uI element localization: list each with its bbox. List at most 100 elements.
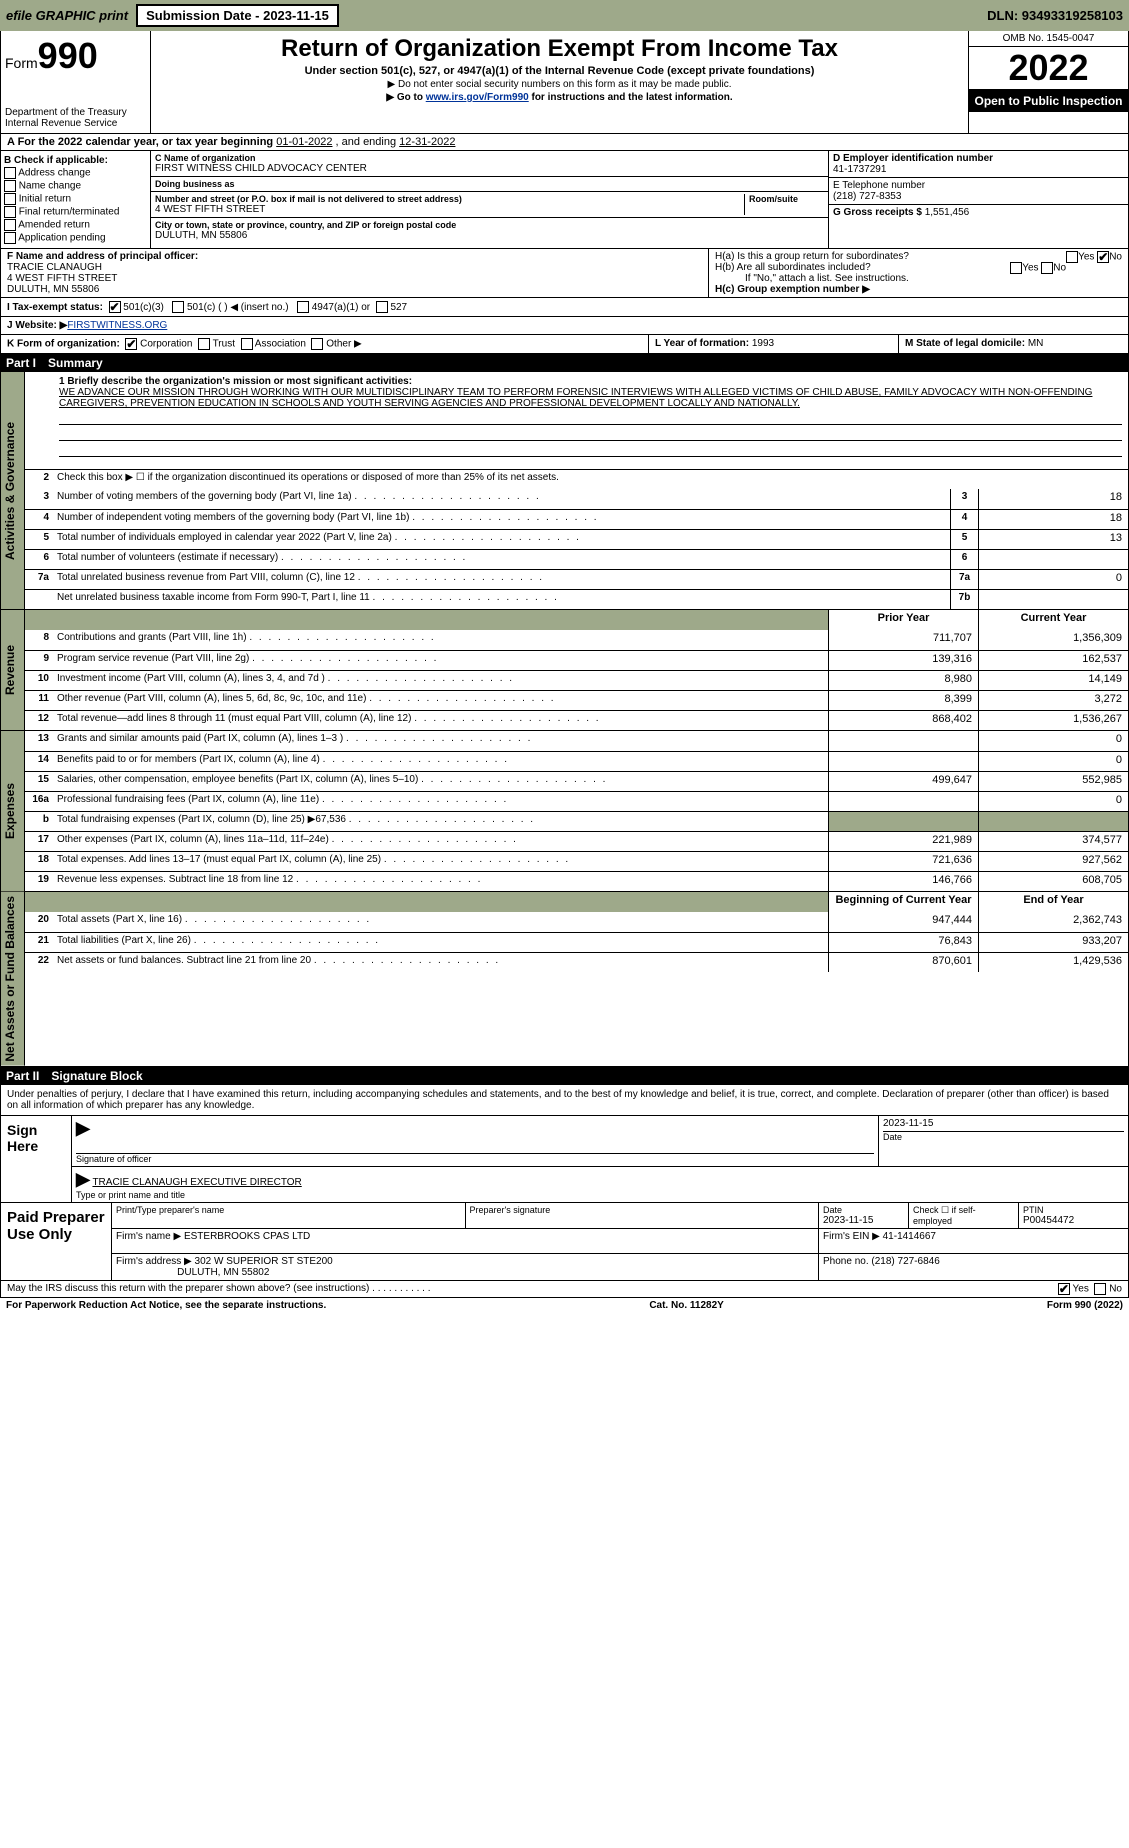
row-a-tax-year: A For the 2022 calendar year, or tax yea… <box>0 134 1129 151</box>
page-footer: For Paperwork Reduction Act Notice, see … <box>0 1298 1129 1313</box>
form-subtitle: Under section 501(c), 527, or 4947(a)(1)… <box>159 65 960 77</box>
discuss-no[interactable] <box>1094 1283 1106 1295</box>
efile-label: efile GRAPHIC print <box>6 8 128 23</box>
website-link[interactable]: FIRSTWITNESS.ORG <box>67 320 167 331</box>
table-row: 5Total number of individuals employed in… <box>25 529 1128 549</box>
header-mid: Return of Organization Exempt From Incom… <box>151 31 968 133</box>
table-row: 7aTotal unrelated business revenue from … <box>25 569 1128 589</box>
ha-no[interactable] <box>1097 251 1109 263</box>
form-header: Form990 Department of the Treasury Inter… <box>0 31 1129 134</box>
table-row: 3Number of voting members of the governi… <box>25 489 1128 509</box>
table-row: 19Revenue less expenses. Subtract line 1… <box>25 871 1128 891</box>
header-left: Form990 Department of the Treasury Inter… <box>1 31 151 133</box>
table-row: 4Number of independent voting members of… <box>25 509 1128 529</box>
signature-block: Under penalties of perjury, I declare th… <box>0 1085 1129 1203</box>
col-b-checkboxes: B Check if applicable: Address change Na… <box>1 151 151 248</box>
section-revenue: Revenue Prior Year Current Year 8Contrib… <box>0 610 1129 731</box>
sig-intro: Under penalties of perjury, I declare th… <box>1 1085 1128 1116</box>
form-note2: ▶ Go to www.irs.gov/Form990 for instruct… <box>159 92 960 103</box>
open-to-public: Open to Public Inspection <box>969 90 1128 112</box>
street: 4 WEST FIFTH STREET <box>155 204 744 215</box>
gross-receipts: 1,551,456 <box>925 207 970 218</box>
sign-here-label: Sign Here <box>1 1116 71 1202</box>
org-name: FIRST WITNESS CHILD ADVOCACY CENTER <box>155 163 824 174</box>
ha-yes[interactable] <box>1066 251 1078 263</box>
sidelabel-net: Net Assets or Fund Balances <box>1 892 25 1066</box>
tax-year: 2022 <box>969 47 1128 90</box>
dln-label: DLN: 93493319258103 <box>987 8 1123 23</box>
row-j-website: J Website: ▶ FIRSTWITNESS.ORG <box>0 317 1129 335</box>
table-row: 11Other revenue (Part VIII, column (A), … <box>25 690 1128 710</box>
chk-4947[interactable] <box>297 301 309 313</box>
chk-other[interactable] <box>311 338 323 350</box>
table-row: 10Investment income (Part VIII, column (… <box>25 670 1128 690</box>
table-row: Net unrelated business taxable income fr… <box>25 589 1128 609</box>
chk-501c[interactable] <box>172 301 184 313</box>
table-row: 8Contributions and grants (Part VIII, li… <box>25 630 1128 650</box>
table-row: bTotal fundraising expenses (Part IX, co… <box>25 811 1128 831</box>
header-right: OMB No. 1545-0047 2022 Open to Public In… <box>968 31 1128 133</box>
table-row: 22Net assets or fund balances. Subtract … <box>25 952 1128 972</box>
part1-header: Part I Summary <box>0 354 1129 372</box>
discuss-yes[interactable] <box>1058 1283 1070 1295</box>
col-de: D Employer identification number 41-1737… <box>828 151 1128 248</box>
chk-address-change[interactable] <box>4 167 16 179</box>
form-number: 990 <box>38 35 98 76</box>
state-domicile: MN <box>1028 338 1044 349</box>
chk-527[interactable] <box>376 301 388 313</box>
row-i-tax-status: I Tax-exempt status: 501(c)(3) 501(c) ( … <box>0 298 1129 317</box>
table-row: 15Salaries, other compensation, employee… <box>25 771 1128 791</box>
arrow-icon: ▶ <box>76 1118 90 1138</box>
city-state-zip: DULUTH, MN 55806 <box>155 230 824 241</box>
firm-phone: (218) 727-6846 <box>871 1256 939 1267</box>
org-info-block: B Check if applicable: Address change Na… <box>0 151 1129 249</box>
table-row: 17Other expenses (Part IX, column (A), l… <box>25 831 1128 851</box>
row-f-h: F Name and address of principal officer:… <box>0 249 1129 298</box>
firm-ein: 41-1414667 <box>883 1231 936 1242</box>
chk-name-change[interactable] <box>4 180 16 192</box>
section-expenses: Expenses 13Grants and similar amounts pa… <box>0 731 1129 892</box>
chk-application-pending[interactable] <box>4 232 16 244</box>
chk-501c3[interactable] <box>109 301 121 313</box>
principal-officer: F Name and address of principal officer:… <box>1 249 708 297</box>
table-row: 21Total liabilities (Part X, line 26) 76… <box>25 932 1128 952</box>
chk-assoc[interactable] <box>241 338 253 350</box>
paid-preparer-block: Paid Preparer Use Only Print/Type prepar… <box>0 1203 1129 1281</box>
irs-label: Internal Revenue Service <box>5 118 146 129</box>
mission-text: WE ADVANCE OUR MISSION THROUGH WORKING W… <box>59 387 1122 409</box>
submission-date-button[interactable]: Submission Date - 2023-11-15 <box>136 4 339 27</box>
part2-header: Part II Signature Block <box>0 1067 1129 1085</box>
hb-no[interactable] <box>1041 262 1053 274</box>
hb-yes[interactable] <box>1010 262 1022 274</box>
discuss-row: May the IRS discuss this return with the… <box>0 1281 1129 1298</box>
col-c-org: C Name of organization FIRST WITNESS CHI… <box>151 151 828 248</box>
phone: (218) 727-8353 <box>833 191 901 202</box>
table-row: 6Total number of volunteers (estimate if… <box>25 549 1128 569</box>
year-formation: 1993 <box>752 338 774 349</box>
table-row: 16aProfessional fundraising fees (Part I… <box>25 791 1128 811</box>
irs-link[interactable]: www.irs.gov/Form990 <box>426 92 529 103</box>
form-ref: Form 990 (2022) <box>1047 1300 1123 1311</box>
chk-amended[interactable] <box>4 219 16 231</box>
form-note1: ▶ Do not enter social security numbers o… <box>159 79 960 90</box>
table-row: 14Benefits paid to or for members (Part … <box>25 751 1128 771</box>
firm-addr: 302 W SUPERIOR ST STE200 <box>195 1256 333 1267</box>
row-klm: K Form of organization: Corporation Trus… <box>0 335 1129 354</box>
officer-name: TRACIE CLANAUGH EXECUTIVE DIRECTOR <box>92 1177 301 1188</box>
sidelabel-expenses: Expenses <box>1 731 25 891</box>
chk-initial-return[interactable] <box>4 193 16 205</box>
form-title: Return of Organization Exempt From Incom… <box>159 35 960 63</box>
sidelabel-governance: Activities & Governance <box>1 372 25 609</box>
table-row: 20Total assets (Part X, line 16) 947,444… <box>25 912 1128 932</box>
table-row: 18Total expenses. Add lines 13–17 (must … <box>25 851 1128 871</box>
dept-label: Department of the Treasury <box>5 107 146 118</box>
chk-corp[interactable] <box>125 338 137 350</box>
group-return: H(a) Is this a group return for subordin… <box>708 249 1128 297</box>
section-net-assets: Net Assets or Fund Balances Beginning of… <box>0 892 1129 1067</box>
section-governance: Activities & Governance 1 Briefly descri… <box>0 372 1129 610</box>
chk-trust[interactable] <box>198 338 210 350</box>
table-row: 13Grants and similar amounts paid (Part … <box>25 731 1128 751</box>
table-row: 9Program service revenue (Part VIII, lin… <box>25 650 1128 670</box>
ein: 41-1737291 <box>833 164 886 175</box>
chk-final-return[interactable] <box>4 206 16 218</box>
